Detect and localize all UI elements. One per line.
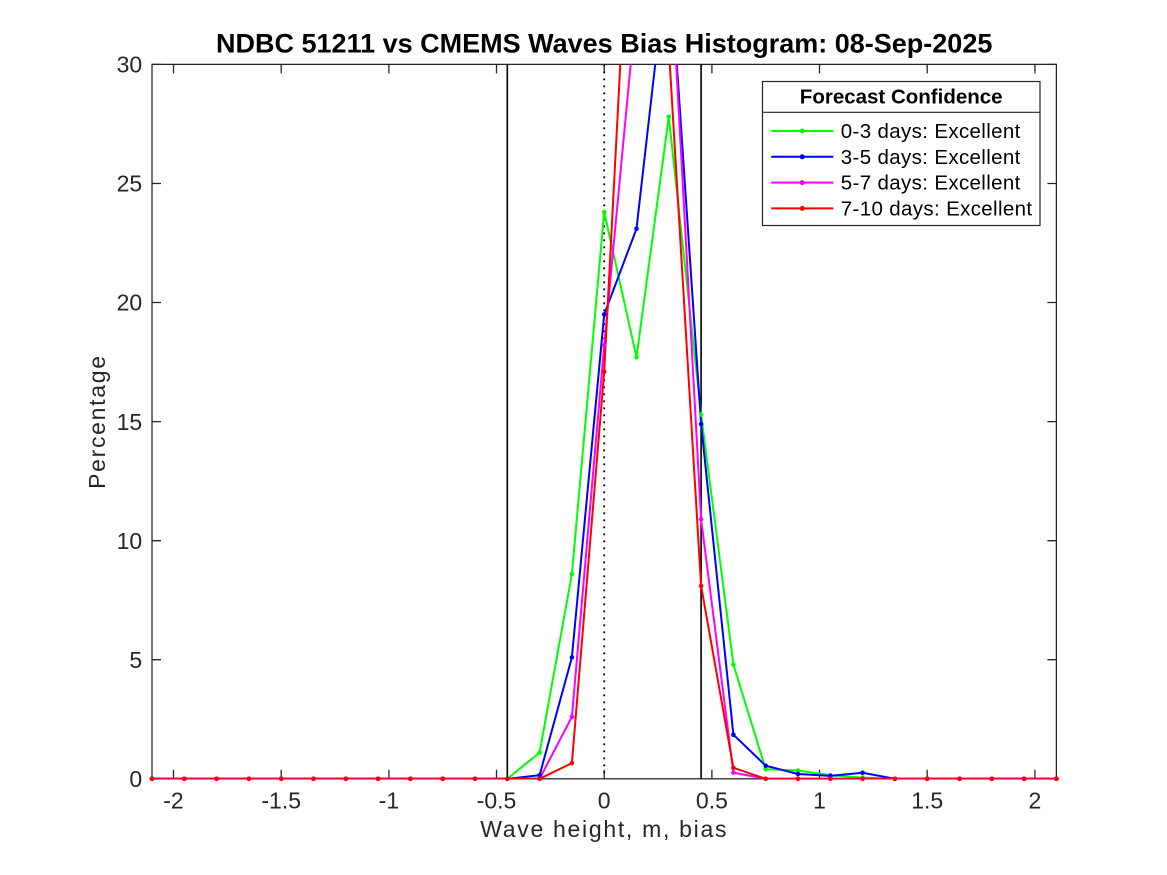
svg-text:10: 10 <box>117 528 143 554</box>
svg-text:NDBC 51211 vs CMEMS Waves Bias: NDBC 51211 vs CMEMS Waves Bias Histogram… <box>216 28 992 58</box>
svg-text:Wave height, m, bias: Wave height, m, bias <box>480 816 728 842</box>
svg-text:1.5: 1.5 <box>911 787 943 813</box>
svg-text:7-10 days: Excellent: 7-10 days: Excellent <box>841 198 1033 221</box>
svg-text:Forecast Confidence: Forecast Confidence <box>800 86 1003 109</box>
svg-text:5-7 days: Excellent: 5-7 days: Excellent <box>841 172 1021 195</box>
svg-text:25: 25 <box>117 171 143 197</box>
svg-text:-2: -2 <box>163 787 183 813</box>
svg-text:-1.5: -1.5 <box>261 787 301 813</box>
svg-text:-1: -1 <box>379 787 399 813</box>
svg-text:15: 15 <box>117 409 143 435</box>
svg-text:0: 0 <box>598 787 611 813</box>
svg-text:-0.5: -0.5 <box>477 787 517 813</box>
svg-text:20: 20 <box>117 290 143 316</box>
svg-text:5: 5 <box>129 647 142 673</box>
svg-text:30: 30 <box>117 52 143 78</box>
svg-text:0.5: 0.5 <box>696 787 728 813</box>
svg-text:1: 1 <box>813 787 826 813</box>
svg-text:2: 2 <box>1029 787 1042 813</box>
svg-text:0-3 days: Excellent: 0-3 days: Excellent <box>841 120 1021 143</box>
svg-text:Percentage: Percentage <box>84 354 110 489</box>
svg-text:3-5 days: Excellent: 3-5 days: Excellent <box>841 146 1021 169</box>
svg-text:0: 0 <box>129 766 142 792</box>
